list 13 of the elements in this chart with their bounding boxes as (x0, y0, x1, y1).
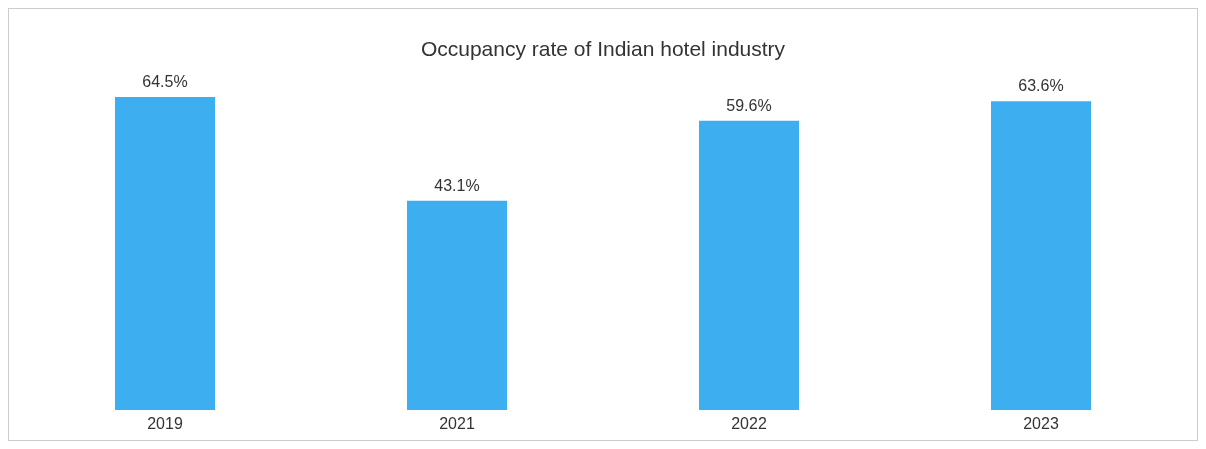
x-tick-label: 2022 (731, 415, 767, 433)
bar (115, 97, 215, 410)
bar (991, 101, 1091, 410)
chart-title: Occupancy rate of Indian hotel industry (419, 36, 787, 62)
data-label: 43.1% (434, 176, 480, 194)
x-tick-label: 2023 (1023, 415, 1059, 433)
data-label: 59.6% (726, 96, 772, 114)
x-tick-label: 2019 (147, 415, 183, 433)
bar (699, 120, 799, 410)
data-label: 64.5% (142, 73, 188, 90)
x-tick-label: 2021 (439, 415, 475, 433)
data-label: 63.6% (1018, 77, 1064, 95)
bar (407, 200, 507, 410)
